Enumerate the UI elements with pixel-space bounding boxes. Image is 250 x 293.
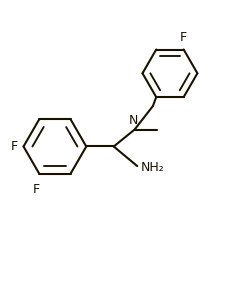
Text: NH₂: NH₂ [141,161,164,174]
Text: N: N [128,114,138,127]
Text: F: F [180,31,186,44]
Text: F: F [33,183,40,196]
Text: F: F [10,140,18,153]
